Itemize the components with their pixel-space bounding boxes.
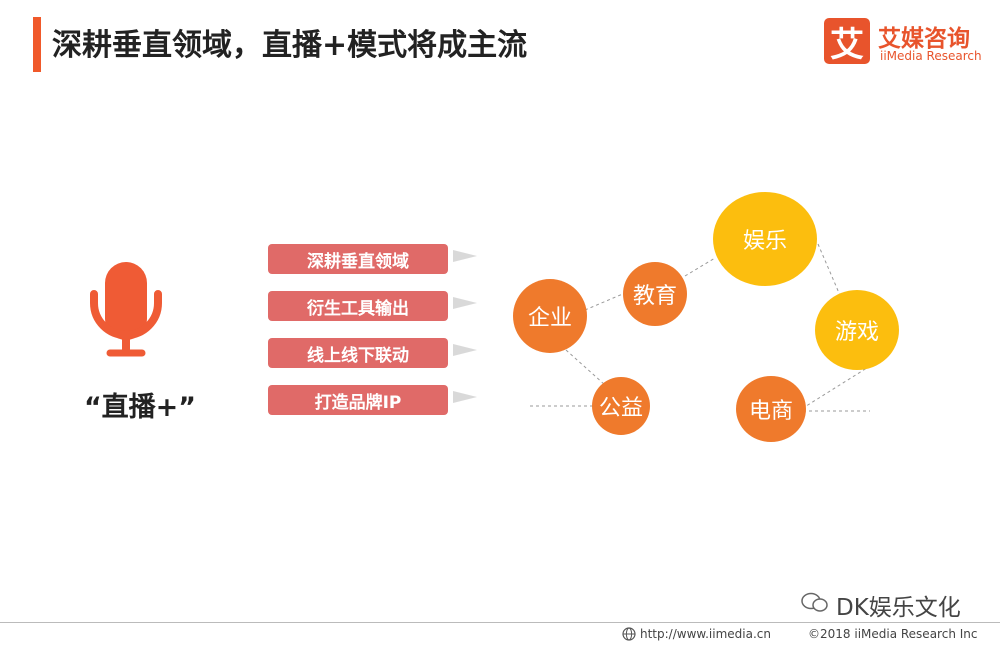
feature-tag-vertical: 深耕垂直领域: [268, 244, 448, 274]
feature-tag-brand-ip: 打造品牌IP: [268, 385, 448, 415]
wechat-icon: [801, 592, 828, 612]
node-entertainment: 娱乐: [713, 192, 817, 286]
connector-lines: [530, 243, 887, 412]
microphone-icon: [90, 262, 162, 357]
brand-logo-icon: 艾: [824, 18, 870, 65]
feature-tag-online-offline: 线上线下联动: [268, 338, 448, 368]
node-gaming: 游戏: [815, 290, 899, 370]
arrow-icon: [453, 250, 477, 262]
title-accent-bar: [33, 17, 41, 72]
footer-divider: [0, 622, 1000, 623]
arrow-icon: [453, 344, 477, 356]
brand-name-en: iiMedia Research: [880, 49, 982, 63]
node-ecommerce: 电商: [736, 376, 806, 442]
live-plus-label: “直播+”: [83, 392, 197, 423]
footer-copyright: ©2018 iiMedia Research Inc: [808, 627, 978, 641]
watermark-text: DK娱乐文化: [836, 595, 961, 621]
node-education: 教育: [623, 262, 687, 326]
arrow-icon: [453, 297, 477, 309]
brand-name-cn: 艾媒咨询: [878, 26, 970, 52]
node-charity: 公益: [592, 377, 650, 435]
footer-url: http://www.iimedia.cn: [640, 627, 771, 641]
node-enterprise: 企业: [513, 279, 587, 353]
page-title: 深耕垂直领域，直播+模式将成主流: [52, 28, 528, 63]
globe-icon: [622, 627, 636, 641]
arrow-icon: [453, 391, 477, 403]
feature-tag-tools: 衍生工具输出: [268, 291, 448, 321]
